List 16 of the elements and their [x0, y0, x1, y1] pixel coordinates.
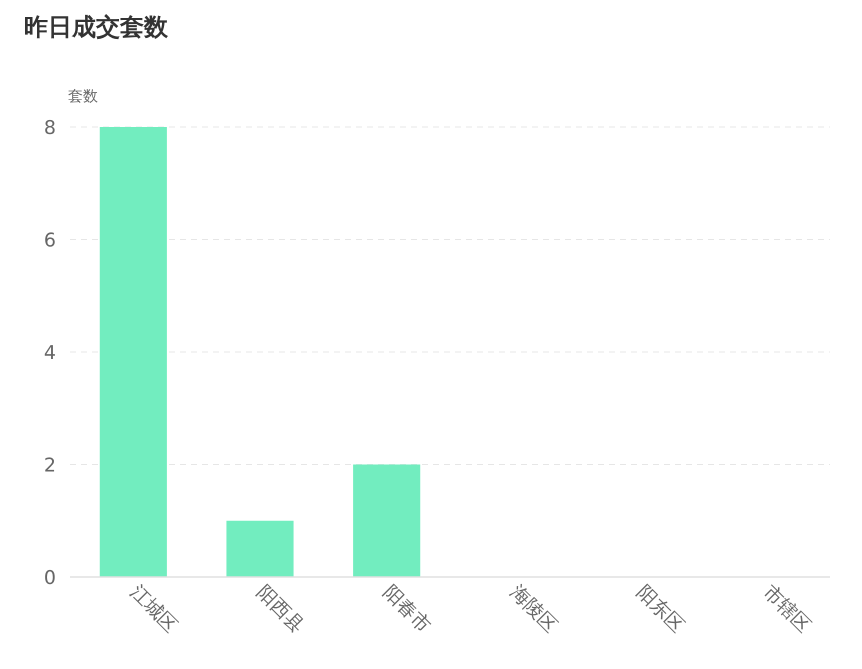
y-tick-label: 4 — [44, 342, 56, 364]
x-tick-label: 阳西县 — [252, 580, 308, 637]
y-tick-label: 8 — [44, 117, 56, 139]
x-tick-label: 海陵区 — [506, 580, 562, 637]
x-tick-label: 市辖区 — [759, 580, 815, 637]
bar — [353, 464, 420, 577]
y-axis-title: 套数 — [68, 87, 98, 105]
x-tick-label: 阳东区 — [632, 580, 688, 637]
x-tick-label: 阳春市 — [379, 580, 435, 637]
y-tick-label: 0 — [44, 567, 56, 589]
bar — [226, 520, 294, 577]
bar — [100, 127, 167, 577]
y-tick-label: 6 — [44, 230, 56, 252]
y-tick-label: 2 — [44, 454, 56, 476]
x-tick-label: 江城区 — [126, 580, 182, 637]
chart-title: 昨日成交套数 — [24, 13, 169, 41]
